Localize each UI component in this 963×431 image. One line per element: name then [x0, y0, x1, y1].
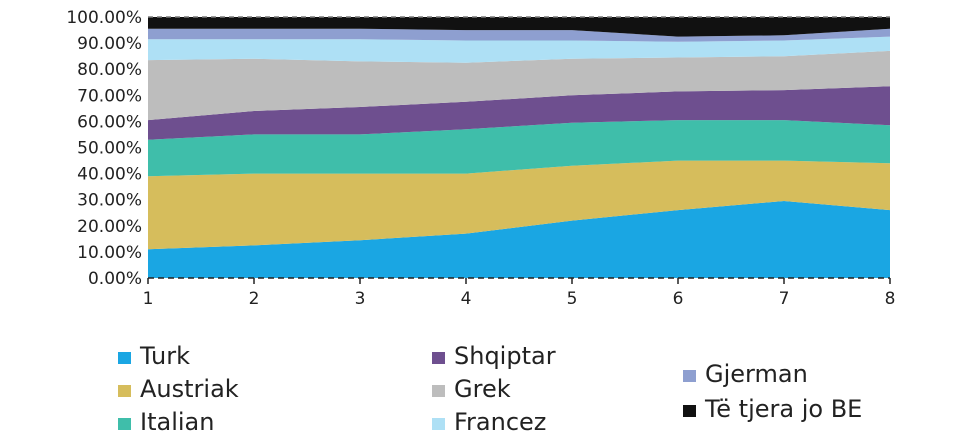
y-tick-label: 60.00%	[77, 112, 142, 132]
axes-group: 0.00% 10.00% 20.00% 30.00% 40.00% 50.00% 60.00…	[66, 8, 895, 309]
x-tick-label: 7	[779, 289, 790, 309]
legend-swatch-grek	[432, 385, 445, 397]
y-tick-label: 70.00%	[77, 86, 142, 106]
legend-label-te-tjera-jo-be: Të tjera jo BE	[704, 395, 862, 423]
legend-label-gjerman: Gjerman	[705, 360, 808, 388]
area-series-austriak	[148, 160, 890, 250]
area-series-te-tjera-jo-be	[148, 17, 890, 37]
y-tick-label: 80.00%	[77, 60, 142, 80]
legend-swatch-austriak	[118, 385, 131, 397]
x-tick-label: 2	[249, 289, 260, 309]
legend-label-francez: Francez	[454, 408, 546, 431]
x-tick-label: 5	[567, 289, 578, 309]
x-tick-label: 4	[461, 289, 472, 309]
y-tick-label: 40.00%	[77, 165, 142, 185]
x-tick-label: 6	[673, 289, 684, 309]
legend-label-italian: Italian	[140, 408, 214, 431]
legend-swatch-turk	[118, 352, 131, 364]
legend-swatch-francez	[432, 418, 445, 430]
area-series-turk	[148, 201, 890, 278]
area-series-grek	[148, 50, 890, 121]
area-series-gjerman	[148, 28, 890, 42]
x-tick-label: 3	[355, 289, 366, 309]
legend-swatch-gjerman	[683, 370, 696, 382]
x-tick-label: 1	[143, 289, 154, 309]
legend-label-austriak: Austriak	[140, 375, 239, 403]
y-tick-label: 50.00%	[77, 139, 142, 159]
area-series-italian	[148, 120, 890, 177]
area-series-francez	[148, 36, 890, 63]
legend-swatch-shqiptar	[432, 352, 445, 364]
y-tick-label: 100.00%	[66, 8, 142, 28]
y-tick-label: 0.00%	[88, 269, 142, 289]
legend-swatch-te-tjera-jo-be	[683, 405, 696, 417]
legend-swatch-italian	[118, 418, 131, 430]
area-series-group	[148, 17, 890, 278]
x-tick-label: 8	[885, 289, 896, 309]
legend: Turk Austriak Italian Shqiptar Grek Francez Gj…	[118, 342, 862, 431]
legend-label-grek: Grek	[454, 375, 511, 403]
legend-label-turk: Turk	[139, 342, 190, 370]
y-tick-label: 30.00%	[77, 191, 142, 211]
legend-label-shqiptar: Shqiptar	[454, 342, 556, 370]
y-tick-label: 90.00%	[77, 34, 142, 54]
y-tick-label: 20.00%	[77, 217, 142, 237]
area-series-shqiptar	[148, 86, 890, 140]
y-tick-label: 10.00%	[77, 243, 142, 263]
